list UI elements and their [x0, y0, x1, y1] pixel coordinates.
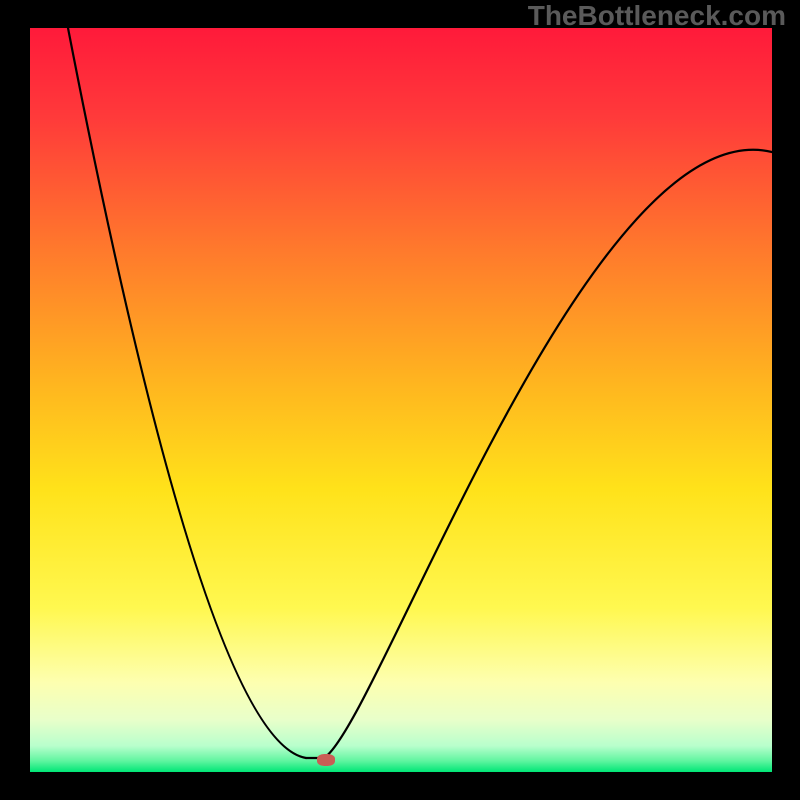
- bottleneck-curve: [30, 28, 772, 772]
- chart-frame: TheBottleneck.com: [0, 0, 800, 800]
- optimal-point-marker: [317, 754, 335, 766]
